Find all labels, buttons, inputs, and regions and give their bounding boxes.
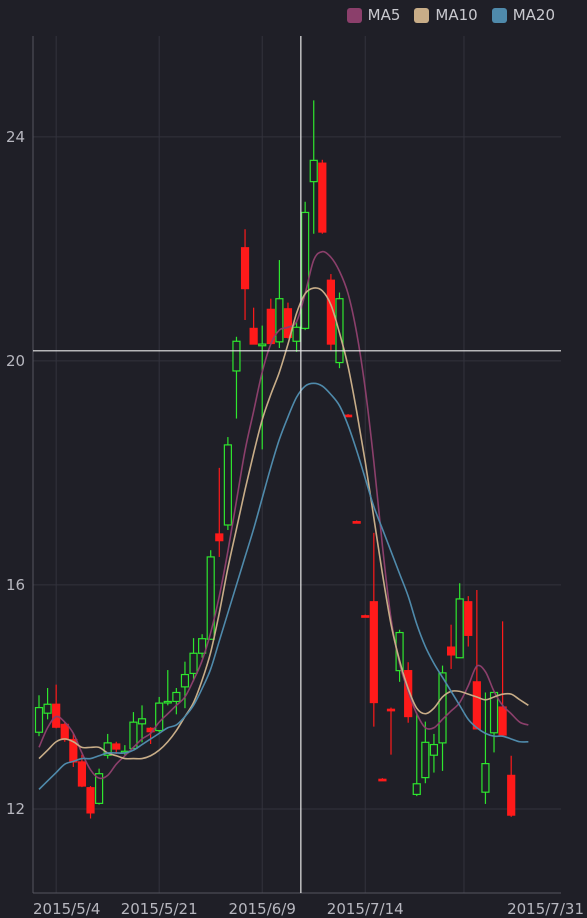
candle-up (421, 741, 430, 779)
candle-up (395, 631, 404, 672)
candle-up (275, 298, 284, 343)
candle-down (326, 279, 336, 345)
candle-up (455, 598, 464, 659)
candle-up (429, 743, 439, 756)
candle-down (52, 703, 61, 728)
candle-up (481, 763, 490, 793)
candle-down (86, 787, 95, 814)
legend-label-ma10: MA10 (435, 6, 478, 24)
candle-down (498, 706, 507, 736)
x-tick-label: 2015/7/14 (327, 900, 404, 918)
candle-up (189, 652, 198, 675)
candle-down (60, 723, 69, 741)
legend-label-ma20: MA20 (512, 6, 555, 24)
candle-down (464, 601, 473, 636)
candle-up (155, 702, 164, 732)
candle-up (198, 638, 207, 654)
candle-down (361, 615, 370, 618)
candle-down (112, 743, 121, 750)
y-tick-label: 12 (6, 800, 25, 818)
x-tick-label: 2015/6/9 (229, 900, 296, 918)
candle-down (215, 533, 224, 542)
y-tick-label: 16 (6, 576, 25, 594)
candle-up (206, 556, 215, 640)
candle-down (446, 646, 456, 656)
candle-down (77, 761, 87, 787)
candle-down (378, 778, 387, 782)
x-tick-label: 2015/5/4 (33, 900, 100, 918)
legend-swatch-ma10 (414, 7, 430, 23)
legend-item-ma5[interactable]: MA5 (346, 6, 401, 24)
candle-up (34, 706, 44, 733)
candle-up (103, 742, 112, 756)
candle-up (438, 672, 447, 744)
candle-up (258, 343, 267, 347)
candle-up (309, 159, 318, 183)
series-line-ma10 (38, 287, 529, 760)
legend-item-ma20[interactable]: MA20 (491, 6, 555, 24)
candle-down (507, 774, 516, 816)
legend-item-ma10[interactable]: MA10 (414, 6, 478, 24)
candle-down (283, 308, 293, 338)
y-tick-label: 20 (6, 352, 25, 370)
candle-down (240, 247, 250, 290)
candle-down (386, 708, 396, 712)
x-tick-label: 2015/7/31 (507, 900, 584, 918)
candle-up (180, 673, 190, 688)
candle-down (352, 521, 361, 524)
legend-swatch-ma20 (491, 7, 507, 23)
candle-up (129, 721, 138, 750)
candle-up (172, 691, 181, 703)
candle-down (369, 601, 378, 704)
candle-down (472, 681, 481, 730)
candle-up (412, 783, 421, 796)
candle-up (163, 700, 172, 704)
candle-up (94, 773, 104, 804)
candle-up (301, 211, 310, 329)
legend-label-ma5: MA5 (367, 6, 401, 24)
candle-up (232, 340, 241, 372)
x-tick-label: 2015/5/21 (121, 900, 198, 918)
candle-down (343, 414, 353, 418)
candle-up (43, 703, 52, 714)
legend-swatch-ma5 (346, 7, 362, 23)
candle-up (223, 444, 232, 526)
candle-down (318, 162, 327, 233)
chart-legend: MA5 MA10 MA20 (346, 6, 555, 24)
y-tick-label: 24 (6, 128, 25, 146)
candle-down (249, 327, 258, 345)
series-line-ma20 (38, 382, 529, 790)
series-line-ma5 (38, 250, 529, 780)
candle-up (292, 326, 301, 342)
candle-up (137, 718, 147, 725)
